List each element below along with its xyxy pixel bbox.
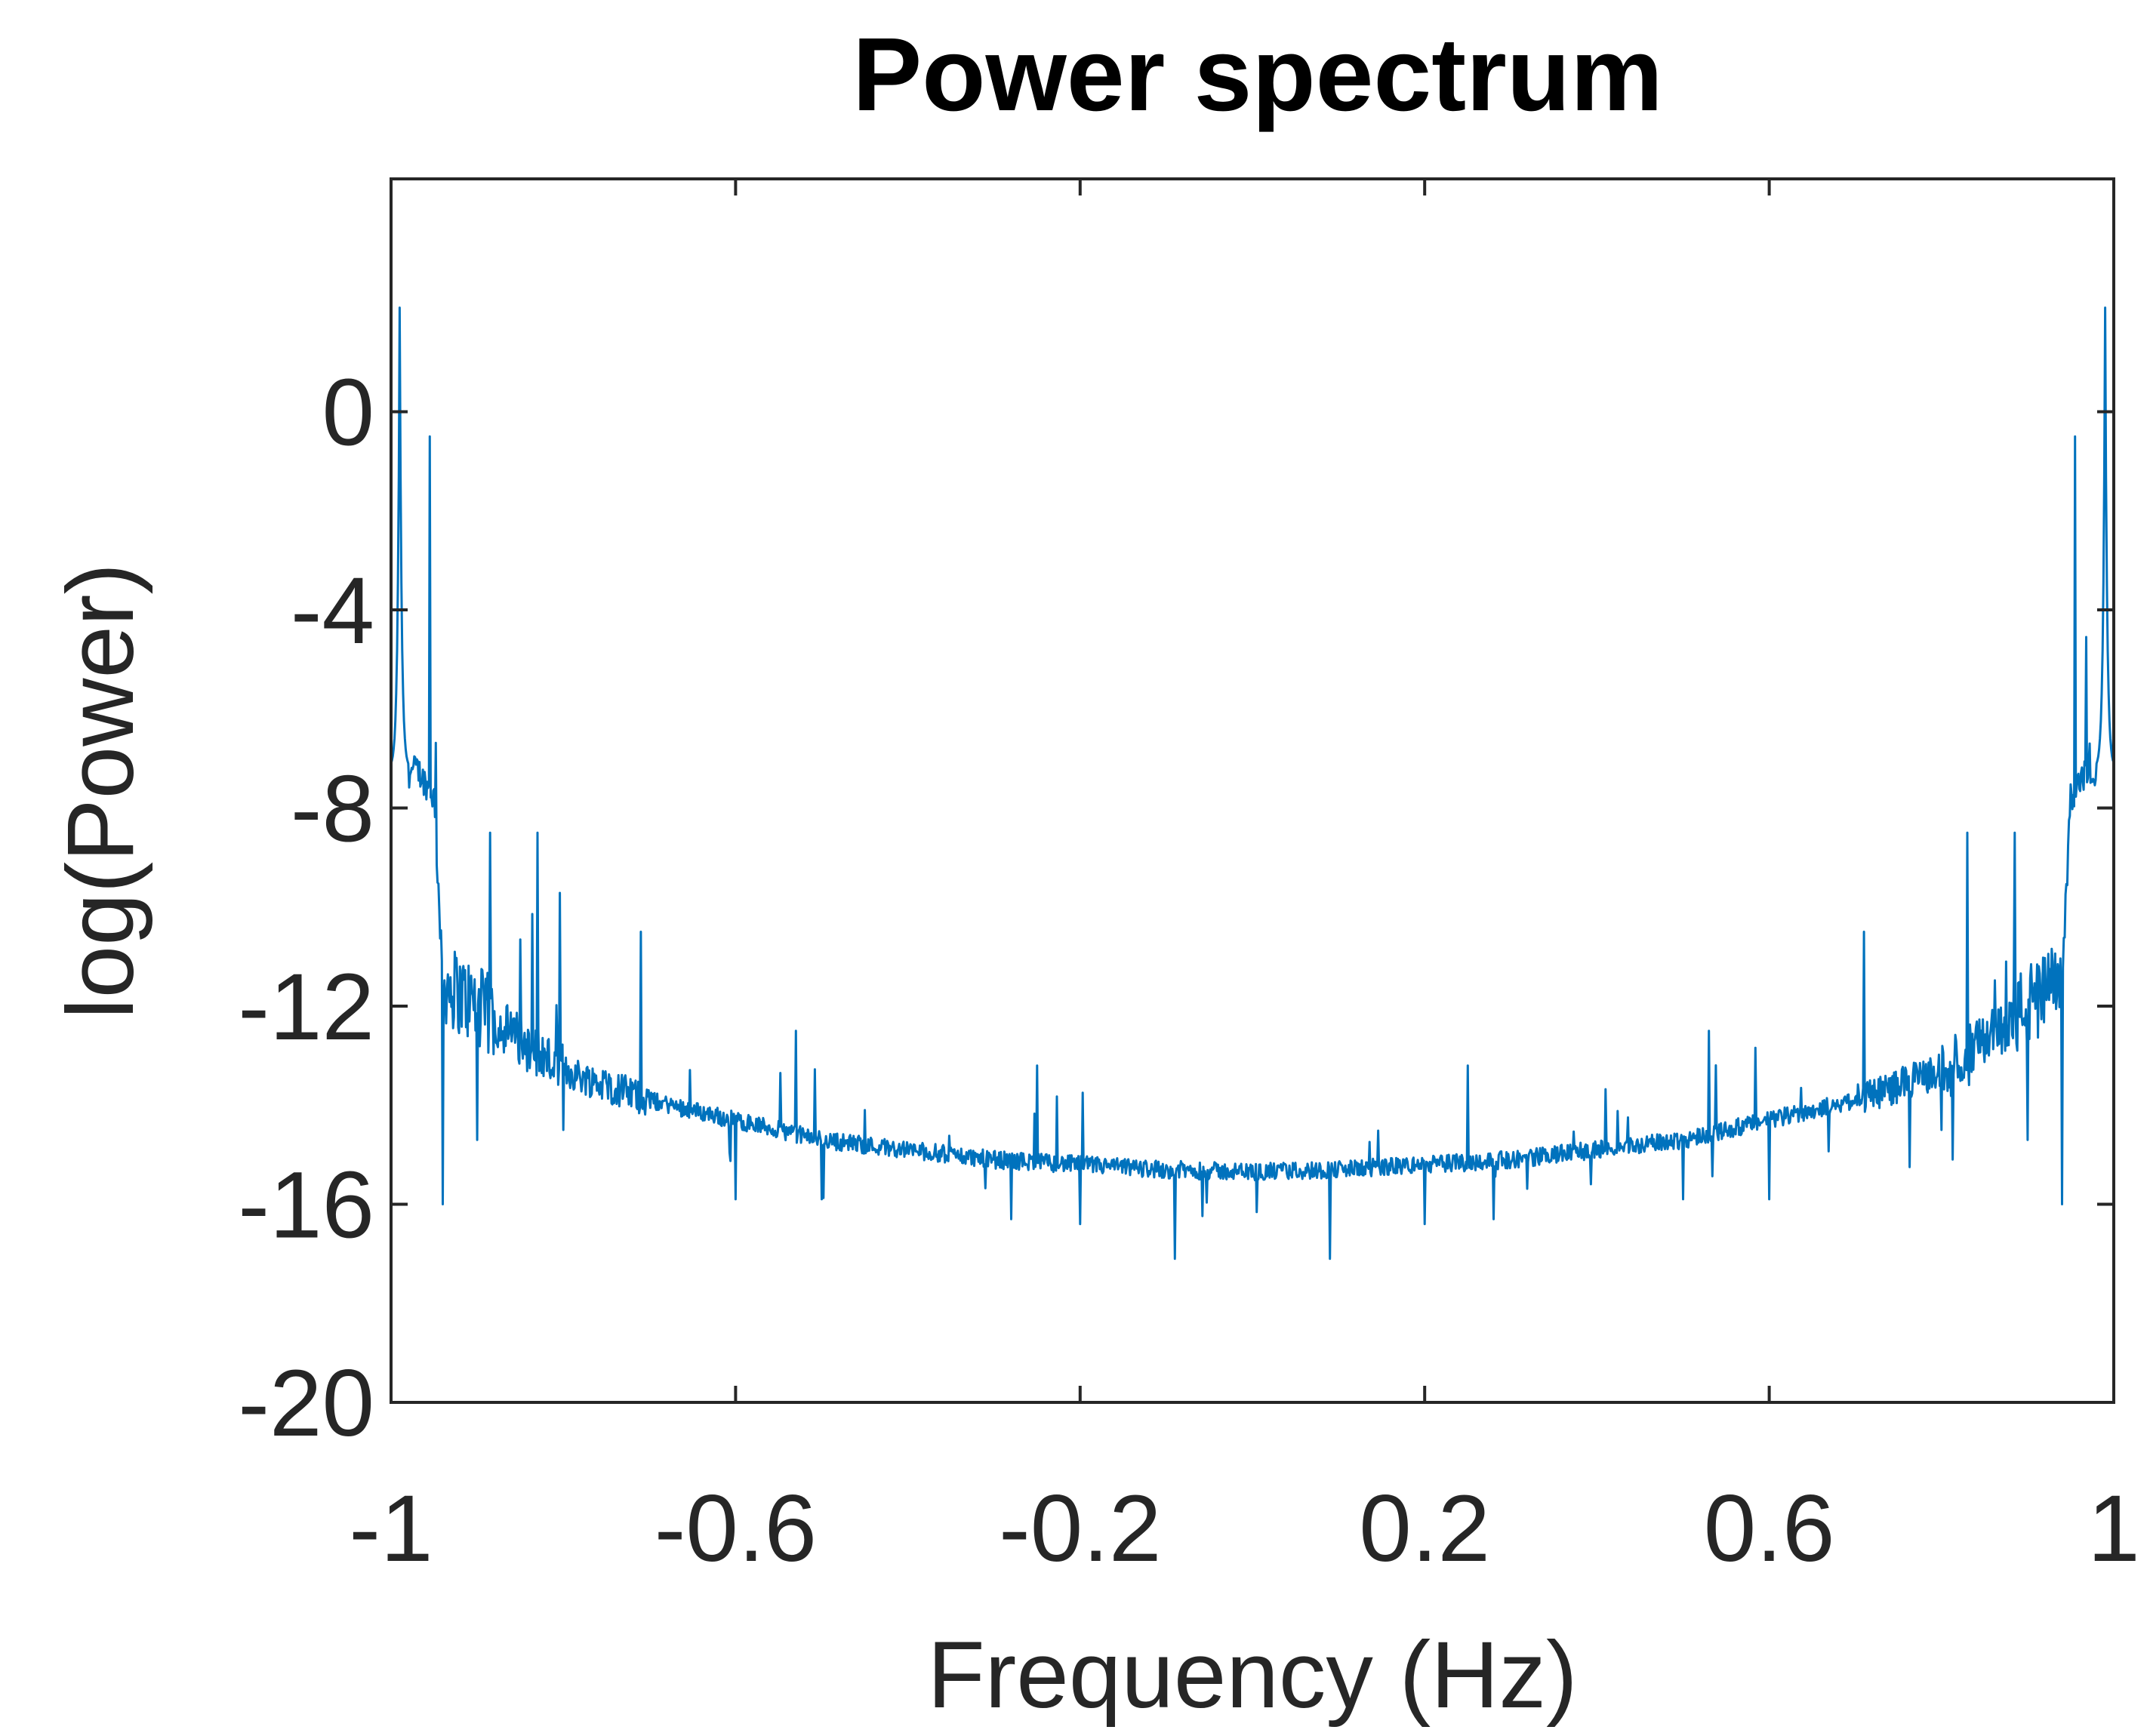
y-tick-label: -8	[291, 756, 374, 861]
y-tick-label: -20	[238, 1351, 374, 1456]
x-tick-labels: -1 -0.6 -0.2 0.2 0.6 1	[349, 1476, 2139, 1581]
y-tick-label: -4	[291, 559, 374, 663]
x-tick-label: 0.6	[1704, 1476, 1835, 1581]
x-tick-label: -1	[349, 1476, 433, 1581]
chart-title: Power spectrum	[852, 17, 1663, 133]
series-line	[390, 306, 2115, 1260]
y-axis-label: log(Power)	[48, 563, 153, 1019]
y-tick-label: -16	[238, 1153, 374, 1257]
x-axis-label: Frequency (Hz)	[927, 1623, 1577, 1728]
x-tick-label: -0.6	[655, 1476, 817, 1581]
axes-box	[390, 177, 2115, 1404]
plot-area	[391, 179, 2114, 1402]
y-tick-label: -12	[238, 955, 374, 1060]
x-tick-label: -0.2	[999, 1476, 1161, 1581]
x-tick-label: 0.2	[1359, 1476, 1490, 1581]
y-tick-label: 0	[322, 360, 374, 465]
x-tick-label: 1	[2087, 1476, 2140, 1581]
power-spectrum-line	[390, 306, 2115, 1260]
y-tick-labels: -20 -16 -12 -8 -4 0	[238, 360, 374, 1456]
